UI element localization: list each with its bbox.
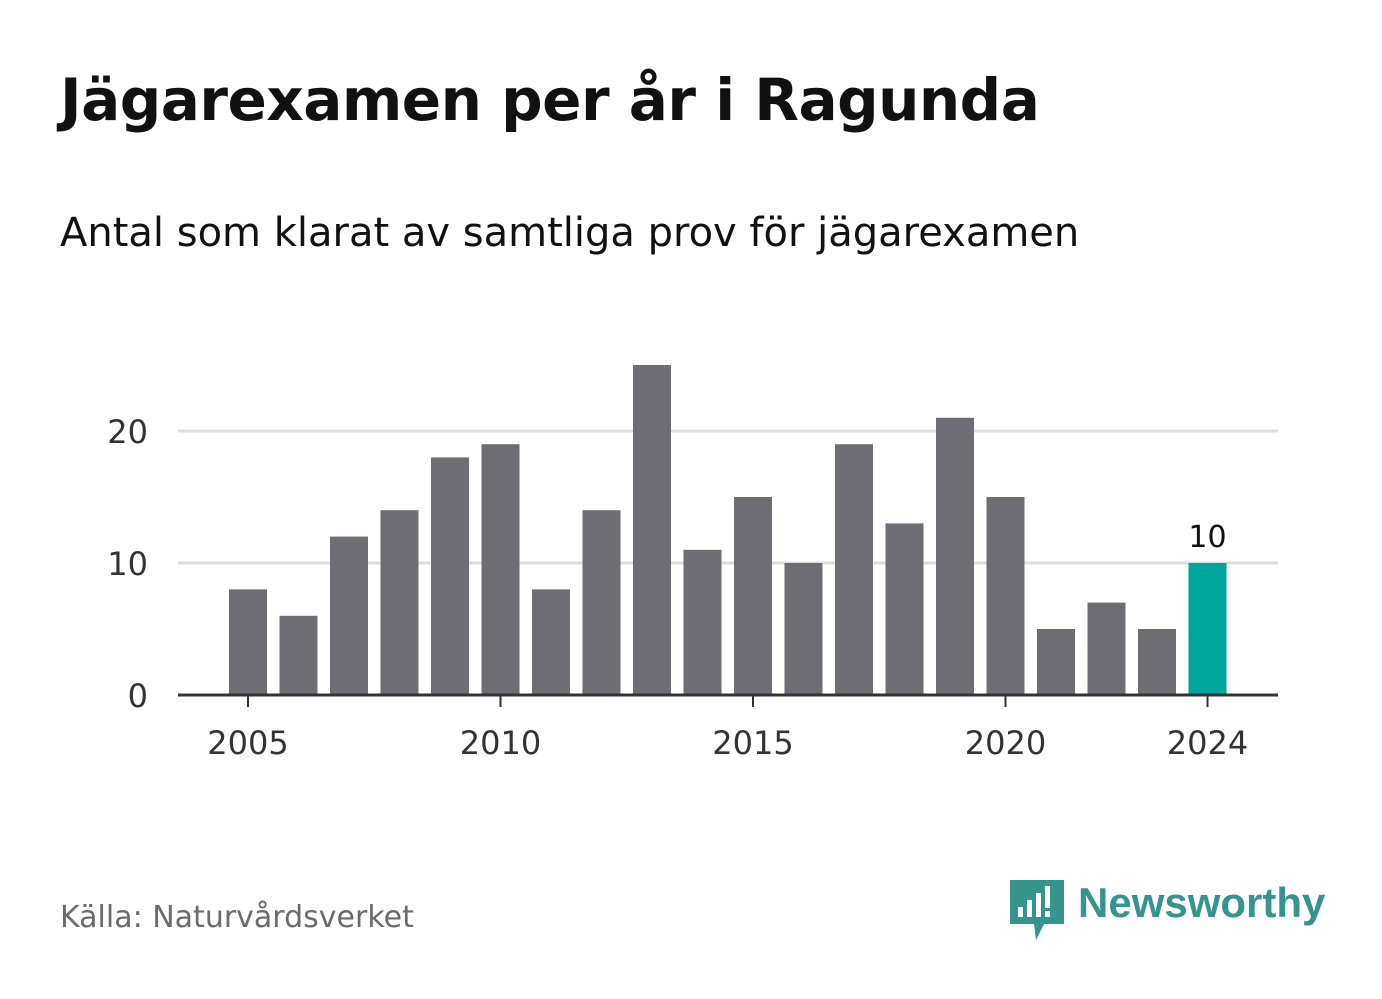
y-tick-label-20: 20 — [107, 413, 148, 451]
bar-2005 — [229, 589, 267, 695]
bar-2010 — [481, 444, 520, 695]
bar-2012 — [582, 510, 621, 695]
x-tick-label-2024: 2024 — [1167, 724, 1248, 762]
bars — [229, 365, 1227, 695]
chart-subtitle: Antal som klarat av samtliga prov för jä… — [60, 210, 1080, 256]
bar-2015 — [734, 497, 772, 695]
bar-2006 — [279, 615, 318, 695]
bar-2008 — [380, 510, 419, 695]
bar-2019 — [936, 417, 974, 695]
x-tick-label-2010: 2010 — [460, 724, 541, 762]
source-note: Källa: Naturvårdsverket — [60, 900, 414, 935]
newsworthy-logo-icon — [1010, 880, 1064, 940]
bar-2011 — [532, 589, 570, 695]
bar-2021 — [1037, 629, 1075, 695]
brand-name: Newsworthy — [1078, 879, 1326, 926]
bar-2009 — [431, 457, 469, 695]
x-tick-label-2015: 2015 — [712, 724, 793, 762]
data-label-2024: 10 — [1188, 520, 1226, 555]
bar-2013 — [633, 365, 671, 695]
bar-2017 — [835, 444, 873, 695]
bar-2022 — [1087, 602, 1126, 695]
bar-2016 — [784, 563, 823, 695]
x-tick-label-2020: 2020 — [965, 724, 1046, 762]
y-tick-label-0: 0 — [128, 677, 148, 715]
axes — [178, 693, 1278, 707]
chart-title: Jägarexamen per år i Ragunda — [60, 66, 1040, 134]
brand-logo: Newsworthy — [1010, 878, 1325, 942]
y-tick-label-10: 10 — [107, 545, 148, 583]
x-tick-label-2005: 2005 — [207, 724, 288, 762]
bar-2023 — [1138, 629, 1176, 695]
labels: 0 10 20 2005 2010 2015 2020 2024 10 — [107, 413, 1248, 762]
bar-2007 — [330, 536, 368, 695]
bar-2020 — [986, 497, 1025, 695]
bar-2018 — [885, 523, 924, 695]
bar-2014 — [683, 549, 722, 695]
bar-2024 — [1188, 563, 1227, 695]
